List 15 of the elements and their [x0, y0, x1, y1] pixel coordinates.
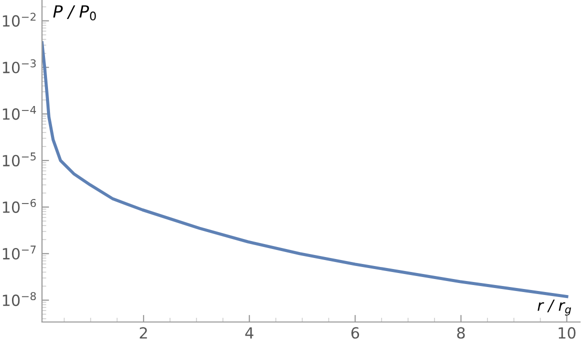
y-tick-label: 10$^{−7}$	[2, 246, 36, 260]
x-tick-label: 8	[457, 327, 465, 339]
y-tick-label: 10$^{−4}$	[2, 106, 36, 120]
x-tick-label: 2	[140, 327, 147, 338]
x-tick-label: 6	[351, 327, 360, 339]
y-tick-label: 10$^{−5}$	[2, 152, 36, 166]
y-tick-label: 10$^{−2}$	[2, 12, 36, 27]
x-tick-label: 4	[245, 327, 254, 338]
x-axis-title: r / r$_{g}$	[538, 300, 572, 316]
x-tick-label: 10	[558, 327, 576, 339]
y-tick-label: 10$^{−6}$	[2, 198, 36, 213]
y-tick-label: 10$^{−3}$	[2, 59, 36, 74]
line-series	[42, 41, 568, 298]
y-tick-label: 10$^{−8}$	[2, 292, 36, 306]
y-axis-title: P / P$_{0}$	[53, 5, 96, 20]
